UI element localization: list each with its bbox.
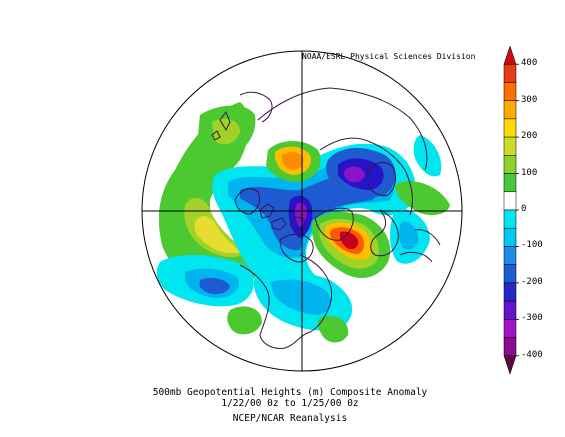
colorbar-label: -400 bbox=[521, 349, 543, 360]
anomaly-npacific-trough-deep bbox=[199, 278, 230, 295]
anomaly-mexico-green bbox=[227, 306, 262, 335]
coastline-japan bbox=[211, 110, 231, 141]
coastline-north-america bbox=[239, 254, 333, 349]
colorbar-band bbox=[503, 319, 517, 338]
colorbar-label: 400 bbox=[521, 58, 538, 69]
colorbar-label: -200 bbox=[521, 276, 543, 287]
colorbar-band bbox=[503, 246, 517, 265]
anomaly-europe-trough-mid bbox=[399, 221, 419, 250]
colorbar-band bbox=[503, 227, 517, 247]
colorbar-band bbox=[503, 191, 517, 211]
colorbar-band bbox=[503, 118, 517, 138]
coastline-siberia bbox=[257, 87, 428, 171]
colorbar-band bbox=[503, 100, 517, 120]
anomaly-siberia-low-core bbox=[344, 166, 365, 183]
anomaly-arctic-ridge-orange bbox=[281, 151, 304, 170]
colorbar-label: 100 bbox=[521, 167, 538, 178]
caption-dates: 1/22/00 0z to 1/25/00 0z bbox=[221, 398, 359, 409]
coastline-greenland bbox=[314, 207, 354, 241]
anomaly-atlantic-ridge-red bbox=[339, 231, 359, 250]
colorbar-band bbox=[503, 209, 517, 229]
coastline-mediterranean bbox=[399, 229, 441, 263]
colorbar-band bbox=[503, 300, 517, 320]
colorbar-band bbox=[503, 155, 517, 174]
anomaly-field bbox=[156, 102, 450, 343]
colorbar-band bbox=[503, 82, 517, 101]
coastline-arctic-islands bbox=[259, 203, 305, 232]
colorbar-band bbox=[503, 136, 517, 156]
colorbar-label: -300 bbox=[521, 313, 543, 324]
coastline-russia-far-east bbox=[239, 91, 273, 123]
colorbar-band bbox=[503, 337, 517, 357]
colorbar-label: -100 bbox=[521, 240, 543, 251]
anomaly-europe-cyan-east bbox=[413, 135, 442, 177]
colorbar-band bbox=[503, 173, 517, 193]
coastlines bbox=[211, 87, 441, 349]
coastline-eurasia-north bbox=[319, 137, 413, 216]
colorbar-band bbox=[503, 63, 517, 83]
colorbar-band bbox=[503, 355, 517, 375]
colorbar-label: 0 bbox=[521, 204, 527, 214]
anomaly-us-trough-mid bbox=[270, 279, 331, 315]
colorbar bbox=[503, 45, 519, 375]
colorbar-label: 200 bbox=[521, 131, 538, 142]
coastline-scandinavia bbox=[367, 162, 396, 197]
credit-label: NOAA/ESRL Physical Sciences Division bbox=[302, 52, 476, 61]
coastline-hudson-bay bbox=[279, 233, 314, 263]
colorbar-label: 300 bbox=[521, 94, 538, 105]
anomaly-europe-green bbox=[395, 181, 450, 216]
coastline-europe bbox=[370, 209, 399, 257]
caption-source: NCEP/NCAR Reanalysis bbox=[232, 413, 348, 424]
anomaly-atlantic-green bbox=[317, 315, 349, 343]
colorbar-band bbox=[503, 264, 517, 284]
colorbar-band bbox=[503, 45, 517, 65]
anomaly-pacific-ridge-max bbox=[194, 216, 240, 254]
coastline-alaska bbox=[234, 188, 261, 215]
caption-title: 500mb Geopotential Heights (m) Composite… bbox=[152, 387, 428, 398]
colorbar-band bbox=[503, 282, 517, 302]
